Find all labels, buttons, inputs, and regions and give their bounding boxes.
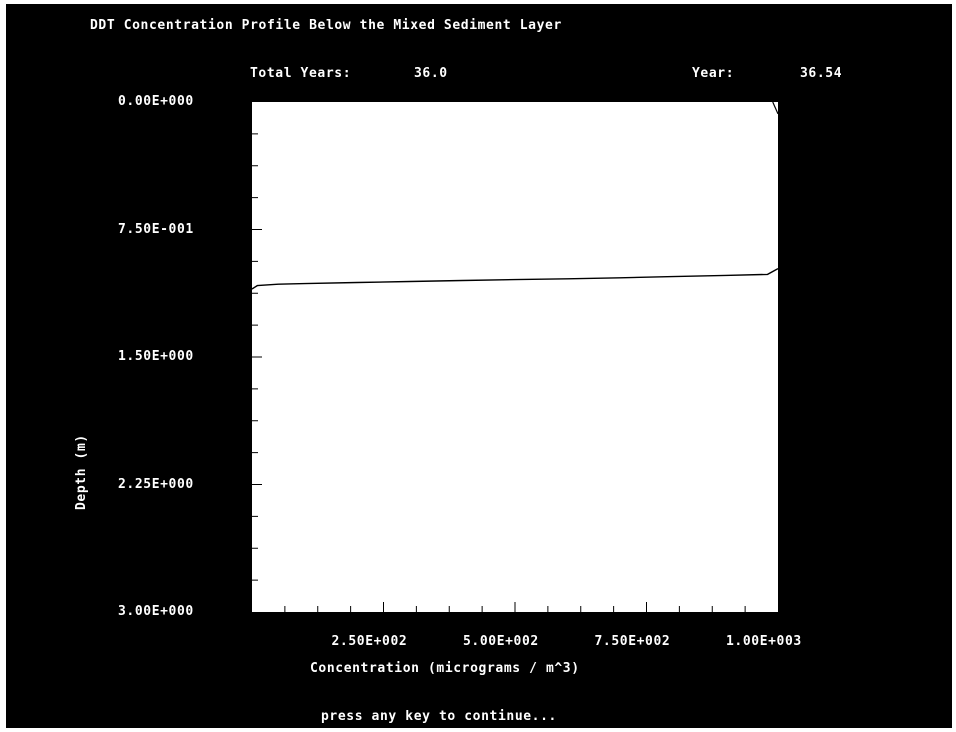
plot-area (252, 102, 778, 612)
chart-plot (6, 4, 952, 728)
terminal-window: DDT Concentration Profile Below the Mixe… (6, 4, 952, 728)
